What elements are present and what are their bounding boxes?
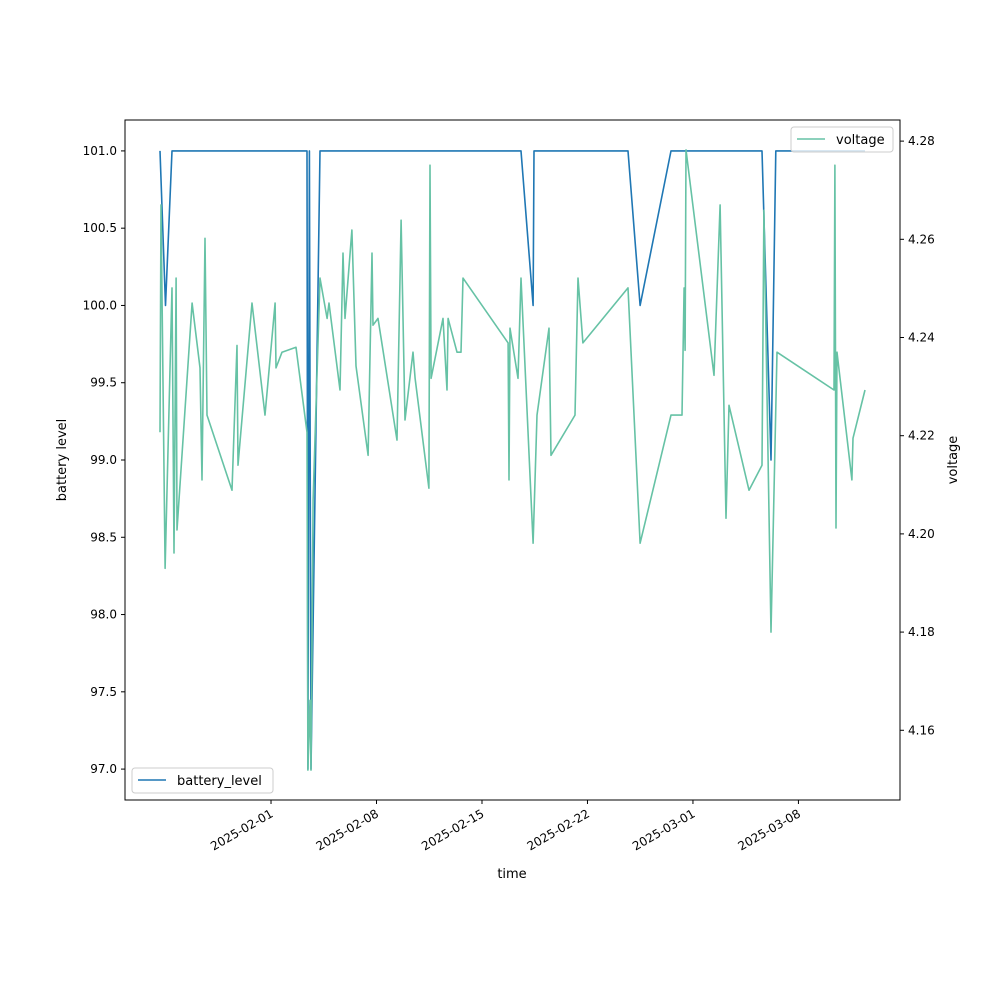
series-line-voltage (159, 149, 866, 771)
x-tick-label: 2025-02-22 (525, 806, 592, 853)
y-left-tick-label: 100.0 (83, 298, 117, 312)
legend-voltage: voltage (790, 126, 894, 153)
y-right-tick-label: 4.16 (908, 723, 935, 737)
y-left-tick-label: 99.5 (90, 376, 117, 390)
y-axis-label-right: voltage (946, 436, 961, 485)
y-left-tick-label: 100.5 (83, 221, 117, 235)
series-line-battery-level (159, 150, 865, 770)
y-axis-label-left: battery level (55, 419, 70, 502)
x-axis-label: time (497, 867, 526, 882)
y-left-tick-label: 98.5 (90, 530, 117, 544)
x-tick-label: 2025-02-01 (208, 806, 275, 853)
y-left-tick-label: 97.0 (90, 762, 117, 776)
legend-label-battery-level: battery_level (177, 774, 262, 789)
y-right-tick-label: 4.26 (908, 232, 935, 246)
x-tick-label: 2025-02-15 (419, 806, 486, 853)
y-left-tick-label: 101.0 (83, 144, 117, 158)
y-right-tick-label: 4.20 (908, 527, 935, 541)
y-left-tick-label: 97.5 (90, 685, 117, 699)
y-right-tick-label: 4.22 (908, 429, 935, 443)
y-left-tick-label: 98.0 (90, 608, 117, 622)
legend-battery-level: battery_level (131, 767, 274, 794)
y-left-tick-label: 99.0 (90, 453, 117, 467)
y-right-tick-label: 4.18 (908, 625, 935, 639)
x-tick-label: 2025-03-08 (736, 806, 803, 853)
x-tick-label: 2025-03-01 (630, 806, 697, 853)
legend-label-voltage: voltage (836, 133, 885, 148)
y-right-tick-label: 4.28 (908, 134, 935, 148)
plot-frame (124, 119, 901, 801)
y-right-tick-label: 4.24 (908, 331, 935, 345)
x-tick-label: 2025-02-08 (314, 806, 381, 853)
